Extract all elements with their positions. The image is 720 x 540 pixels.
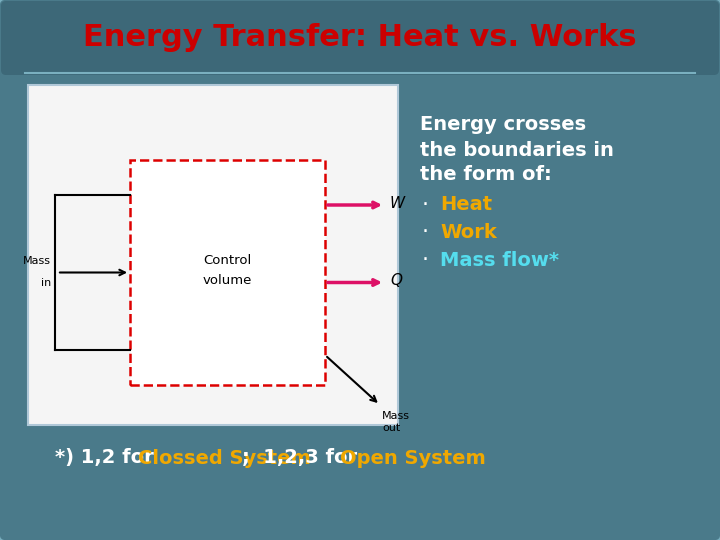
Text: *) 1,2 for: *) 1,2 for: [55, 449, 161, 468]
Text: Open System: Open System: [340, 449, 486, 468]
Text: the form of:: the form of:: [420, 165, 552, 185]
Text: ·: ·: [421, 250, 428, 270]
Text: volume: volume: [203, 274, 252, 287]
Text: ·: ·: [421, 222, 428, 242]
Text: ;  1,2,3 for: ; 1,2,3 for: [243, 449, 364, 468]
Text: Mass flow*: Mass flow*: [440, 251, 559, 269]
Text: out: out: [382, 423, 400, 433]
Text: Heat: Heat: [440, 195, 492, 214]
Text: Work: Work: [440, 222, 497, 241]
Text: Mass: Mass: [23, 256, 51, 267]
Text: W: W: [390, 195, 405, 211]
Text: ·: ·: [421, 195, 428, 215]
FancyBboxPatch shape: [1, 1, 719, 75]
Text: Energy crosses: Energy crosses: [420, 116, 586, 134]
Text: Control: Control: [203, 254, 251, 267]
Bar: [130, 160, 325, 385]
Text: Mass: Mass: [382, 411, 410, 421]
Text: Q: Q: [390, 273, 402, 288]
Text: in: in: [41, 279, 51, 288]
Text: Clossed System: Clossed System: [138, 449, 310, 468]
Text: Energy Transfer: Heat vs. Works: Energy Transfer: Heat vs. Works: [84, 24, 636, 52]
Bar: [28, 85, 398, 425]
Text: the boundaries in: the boundaries in: [420, 140, 614, 159]
